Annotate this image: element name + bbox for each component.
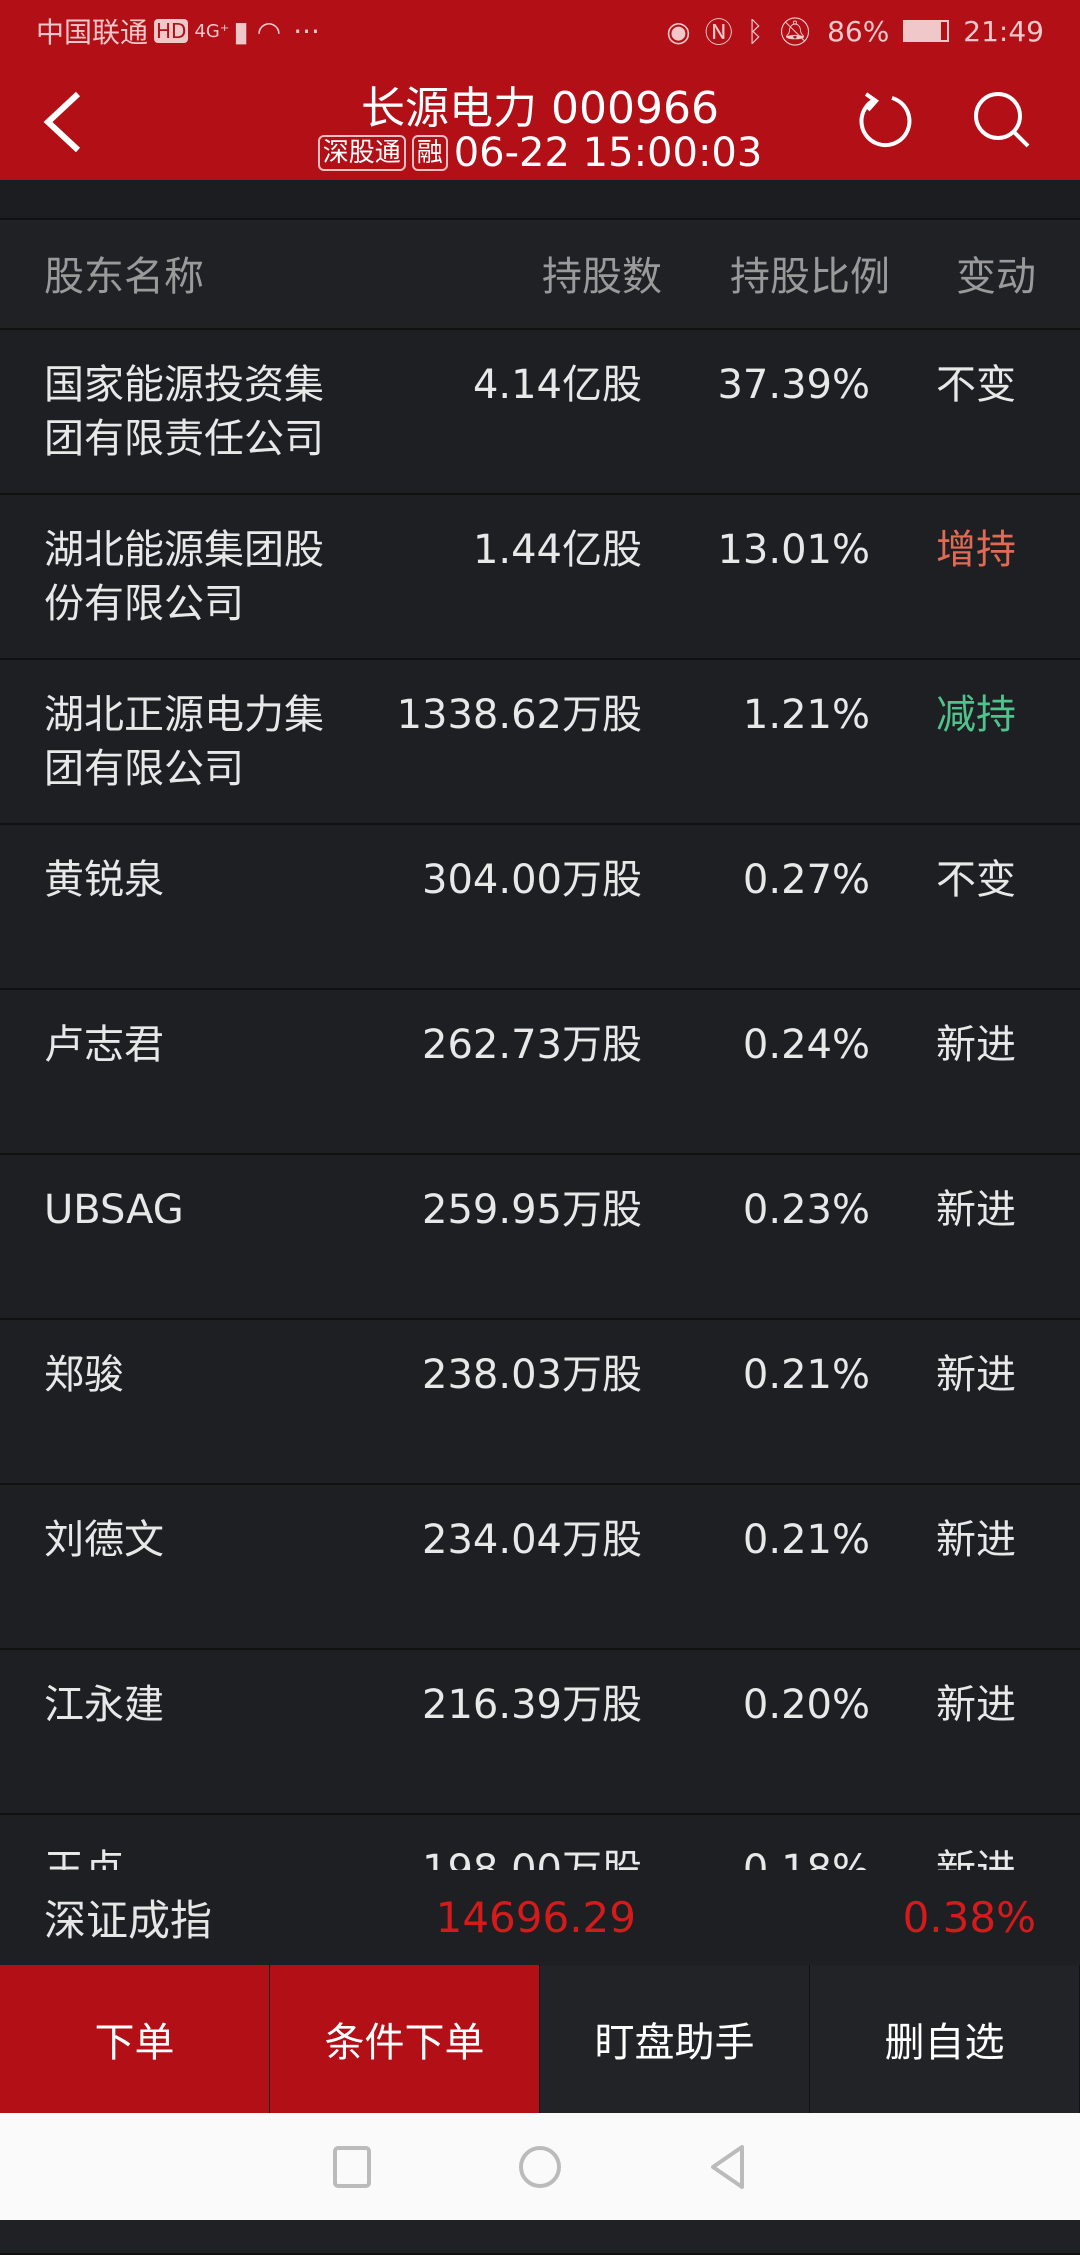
shareholder-name: 湖北能源集团股份有限公司 — [44, 527, 324, 627]
clock: 21:49 — [963, 14, 1044, 48]
change-status: 新进 — [936, 1682, 1016, 1728]
change-status: 不变 — [936, 362, 1016, 408]
shares-held: 1.44亿股 — [472, 527, 642, 573]
spacer — [0, 180, 1080, 220]
change-status: 新进 — [936, 1022, 1016, 1068]
change-status: 新进 — [936, 1352, 1016, 1398]
holding-ratio: 0.27% — [742, 857, 870, 903]
action-bar: 下单 条件下单 盯盘助手 删自选 — [0, 1965, 1080, 2113]
shareholder-name: 卢志君 — [44, 1022, 164, 1068]
bluetooth-icon: ᛒ — [746, 14, 764, 48]
hd-badge: HD — [154, 19, 189, 43]
quote-datetime: 06-22 15:00:03 — [453, 130, 763, 176]
table-row[interactable]: 卢志君 262.73万股 0.24% 新进 — [0, 990, 1080, 1155]
recents-icon[interactable] — [332, 2145, 372, 2189]
order-button[interactable]: 下单 — [0, 1965, 270, 2113]
margin-tag: 融 — [411, 135, 448, 171]
battery-percent: 86% — [827, 14, 890, 48]
mute-icon: 🔕︎ — [777, 14, 814, 48]
holding-ratio: 0.24% — [742, 1022, 870, 1068]
shareholder-name: UBSAG — [44, 1187, 184, 1233]
shares-held: 216.39万股 — [422, 1682, 642, 1728]
stock-title: 长源电力 000966 — [361, 83, 719, 134]
top-shareholders-table: 股东名称 持股数 持股比例 变动 国家能源投资集团有限责任公司 4.14亿股 3… — [0, 220, 1080, 2255]
table-row[interactable]: 郑骏 238.03万股 0.21% 新进 — [0, 1320, 1080, 1485]
col-name: 股东名称 — [44, 254, 204, 300]
top-bar: 长源电力 000966 深股通 融 06-22 15:00:03 — [0, 62, 1080, 180]
sz-connect-tag: 深股通 — [317, 135, 406, 171]
shares-held: 262.73万股 — [422, 1022, 642, 1068]
table-header: 股东名称 持股数 持股比例 变动 — [0, 220, 1080, 330]
table-row[interactable]: 黄锐泉 304.00万股 0.27% 不变 — [0, 825, 1080, 990]
change-status: 不变 — [936, 857, 1016, 903]
shareholder-name: 郑骏 — [44, 1352, 124, 1398]
col-ratio: 持股比例 — [730, 254, 890, 300]
back-icon[interactable] — [38, 90, 88, 154]
shares-held: 4.14亿股 — [472, 362, 642, 408]
back-nav-icon[interactable] — [708, 2144, 748, 2190]
change-status: 新进 — [936, 1187, 1016, 1233]
shareholder-name: 湖北正源电力集团有限公司 — [44, 692, 324, 792]
col-shares: 持股数 — [542, 254, 662, 300]
table-row[interactable]: 刘德文 234.04万股 0.21% 新进 — [0, 1485, 1080, 1650]
shares-held: 238.03万股 — [422, 1352, 642, 1398]
holding-ratio: 37.39% — [717, 362, 870, 408]
index-ticker[interactable]: 深证成指 14696.29 0.38% — [0, 1870, 1080, 1965]
table-row[interactable]: 江永建 216.39万股 0.20% 新进 — [0, 1650, 1080, 1815]
refresh-icon[interactable] — [852, 88, 916, 152]
wifi-icon: ◠ — [256, 14, 282, 48]
col-change: 变动 — [956, 254, 1036, 300]
shares-held: 234.04万股 — [422, 1517, 642, 1563]
carrier: 中国联通 — [36, 16, 149, 49]
home-icon[interactable] — [517, 2144, 563, 2190]
battery-icon — [903, 20, 950, 42]
holding-ratio: 0.23% — [742, 1187, 870, 1233]
shareholder-name: 刘德文 — [44, 1517, 164, 1563]
system-nav-bar — [0, 2113, 1080, 2220]
shares-held: 304.00万股 — [422, 857, 642, 903]
holding-ratio: 0.21% — [742, 1517, 870, 1563]
index-change: 0.38% — [902, 1893, 1036, 1942]
shares-held: 259.95万股 — [422, 1187, 642, 1233]
search-icon[interactable] — [970, 88, 1034, 152]
holding-ratio: 0.20% — [742, 1682, 870, 1728]
shareholder-name: 黄锐泉 — [44, 857, 164, 903]
holding-ratio: 13.01% — [717, 527, 870, 573]
index-name: 深证成指 — [44, 1896, 213, 1945]
shareholder-name: 江永建 — [44, 1682, 164, 1728]
more-notifications-icon: ··· — [293, 14, 320, 48]
shares-held: 1338.62万股 — [396, 692, 642, 738]
network-label: 4G⁺ — [194, 20, 230, 42]
table-row[interactable]: 湖北正源电力集团有限公司 1338.62万股 1.21% 减持 — [0, 660, 1080, 825]
nfc-icon: Ⓝ — [704, 16, 733, 49]
holding-ratio: 0.21% — [742, 1352, 870, 1398]
monitor-assistant-button[interactable]: 盯盘助手 — [540, 1965, 810, 2113]
change-status: 增持 — [936, 527, 1016, 573]
index-value: 14696.29 — [435, 1893, 636, 1942]
signal-icon: ▮ — [233, 14, 249, 48]
status-bar: 中国联通 HD 4G⁺ ▮ ◠ ··· ◉ Ⓝ ᛒ 🔕︎ 86% 21:49 — [0, 0, 1080, 62]
change-status: 减持 — [936, 692, 1016, 738]
holding-ratio: 1.21% — [742, 692, 870, 738]
shareholder-name: 国家能源投资集团有限责任公司 — [44, 362, 324, 462]
change-status: 新进 — [936, 1517, 1016, 1563]
table-row[interactable]: UBSAG 259.95万股 0.23% 新进 — [0, 1155, 1080, 1320]
eye-icon: ◉ — [666, 14, 691, 48]
table-row[interactable]: 湖北能源集团股份有限公司 1.44亿股 13.01% 增持 — [0, 495, 1080, 660]
table-row[interactable]: 国家能源投资集团有限责任公司 4.14亿股 37.39% 不变 — [0, 330, 1080, 495]
conditional-order-button[interactable]: 条件下单 — [270, 1965, 540, 2113]
remove-watchlist-button[interactable]: 删自选 — [810, 1965, 1080, 2113]
